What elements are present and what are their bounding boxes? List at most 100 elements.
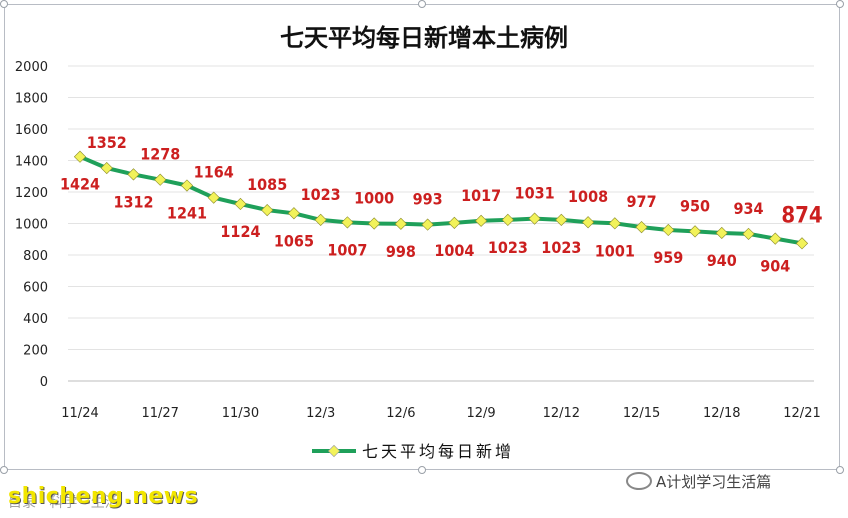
- y-tick-label: 1200: [15, 186, 48, 201]
- data-point: [555, 213, 568, 226]
- y-tick-label: 1400: [15, 155, 48, 170]
- watermark-left-text: shicheng.news: [8, 484, 199, 509]
- resize-handle-bottom-center[interactable]: [418, 466, 426, 474]
- y-tick-label: 800: [23, 249, 48, 264]
- gridlines: [68, 65, 814, 382]
- data-point: [688, 225, 702, 238]
- data-label: 1085: [247, 175, 287, 194]
- data-point: [662, 223, 675, 237]
- resize-handle-top-center[interactable]: [418, 0, 426, 8]
- watermark-left: 目录 · 科学 · 生活 shicheng.news: [8, 484, 208, 514]
- x-tick-label: 11/30: [222, 406, 259, 421]
- data-point: [368, 217, 381, 230]
- data-point: [421, 218, 434, 231]
- x-tick-label: 12/18: [703, 406, 740, 421]
- data-label: 950: [680, 196, 710, 215]
- data-label: 1007: [327, 240, 367, 259]
- data-point: [635, 221, 648, 234]
- x-tick-label: 11/24: [61, 406, 98, 421]
- y-tick-label: 1000: [15, 218, 48, 233]
- y-tick-label: 200: [23, 344, 48, 359]
- y-tick-label: 1800: [15, 92, 48, 107]
- x-axis: 11/24 11/27 11/30 12/3 12/6 12/9 12/12 12/15 12/…: [61, 406, 820, 421]
- data-label: 1278: [140, 145, 180, 164]
- data-point: [448, 216, 461, 229]
- data-point: [501, 213, 514, 226]
- data-point: [528, 212, 541, 225]
- data-label: 1008: [568, 187, 608, 206]
- data-label: 874: [781, 203, 822, 228]
- data-point: [73, 150, 87, 163]
- data-point: [394, 217, 407, 230]
- data-labels: 1424 1352 1312 1278 1241 1164 1124 1085 1065 1023…: [60, 133, 823, 276]
- x-tick-label: 12/21: [783, 406, 820, 421]
- y-tick-label: 400: [23, 312, 48, 327]
- resize-handle-bottom-left[interactable]: [0, 466, 8, 474]
- data-label: 1124: [220, 222, 260, 241]
- y-tick-label: 2000: [15, 60, 48, 75]
- data-point: [475, 214, 488, 227]
- resize-handle-top-right[interactable]: [836, 0, 844, 8]
- data-point: [341, 216, 354, 229]
- legend: 七天平均每日新增: [312, 442, 514, 461]
- wechat-icon: [626, 472, 652, 490]
- data-label: 904: [760, 257, 790, 276]
- data-label: 940: [707, 251, 737, 270]
- data-label: 959: [653, 248, 683, 267]
- data-point: [715, 226, 728, 240]
- x-tick-label: 12/3: [306, 406, 335, 421]
- data-label: 993: [413, 190, 443, 209]
- data-point: [154, 173, 167, 186]
- resize-handle-top-left[interactable]: [0, 0, 8, 8]
- x-tick-label: 12/12: [543, 406, 580, 421]
- data-point: [207, 191, 220, 204]
- x-tick-label: 12/15: [623, 406, 660, 421]
- data-label: 1031: [515, 184, 555, 203]
- watermark-right: A计划学习生活篇: [626, 470, 771, 492]
- data-label: 1352: [87, 133, 127, 152]
- watermark-left-sub: 目录 · 科学 · 生活: [8, 495, 119, 511]
- y-tick-label: 600: [23, 281, 48, 296]
- data-label: 1023: [301, 185, 341, 204]
- data-label: 1000: [354, 189, 394, 208]
- data-label: 1241: [167, 204, 207, 223]
- data-label: 1065: [274, 231, 314, 250]
- data-label: 1164: [194, 163, 234, 182]
- data-point: [234, 197, 247, 211]
- data-point: [795, 237, 809, 250]
- data-point: [100, 161, 113, 175]
- data-point: [581, 216, 595, 229]
- chart-title: 七天平均每日新增本土病例: [280, 24, 568, 52]
- data-label: 1001: [595, 241, 635, 260]
- series-line: [79, 154, 803, 246]
- x-tick-label: 12/6: [386, 406, 415, 421]
- resize-handle-bottom-right[interactable]: [836, 466, 844, 474]
- data-point: [769, 232, 782, 245]
- y-axis: 0 200 400 600 800 1000 1200 1400 1600 1800 2000: [15, 60, 48, 390]
- series: [73, 150, 809, 250]
- data-label: 934: [733, 199, 763, 218]
- data-point: [742, 227, 755, 240]
- data-point: [287, 207, 301, 220]
- y-tick-label: 1600: [15, 123, 48, 138]
- data-point: [261, 204, 274, 217]
- data-label: 1312: [113, 192, 153, 211]
- data-label: 1424: [60, 175, 100, 194]
- data-label: 1004: [434, 241, 474, 260]
- x-tick-label: 11/27: [141, 406, 178, 421]
- data-label: 998: [386, 242, 416, 261]
- data-point: [127, 168, 140, 181]
- data-point: [180, 179, 194, 192]
- y-tick-label: 0: [40, 375, 48, 390]
- data-point: [314, 213, 327, 226]
- data-point: [608, 217, 621, 230]
- data-label: 977: [627, 192, 657, 211]
- x-tick-label: 12/9: [467, 406, 496, 421]
- watermark-right-text: A计划学习生活篇: [656, 472, 772, 491]
- data-label: 1023: [541, 238, 581, 257]
- legend-marker-swatch: [327, 444, 341, 458]
- data-label: 1017: [461, 186, 501, 205]
- legend-label: 七天平均每日新增: [362, 442, 514, 461]
- data-label: 1023: [488, 238, 528, 257]
